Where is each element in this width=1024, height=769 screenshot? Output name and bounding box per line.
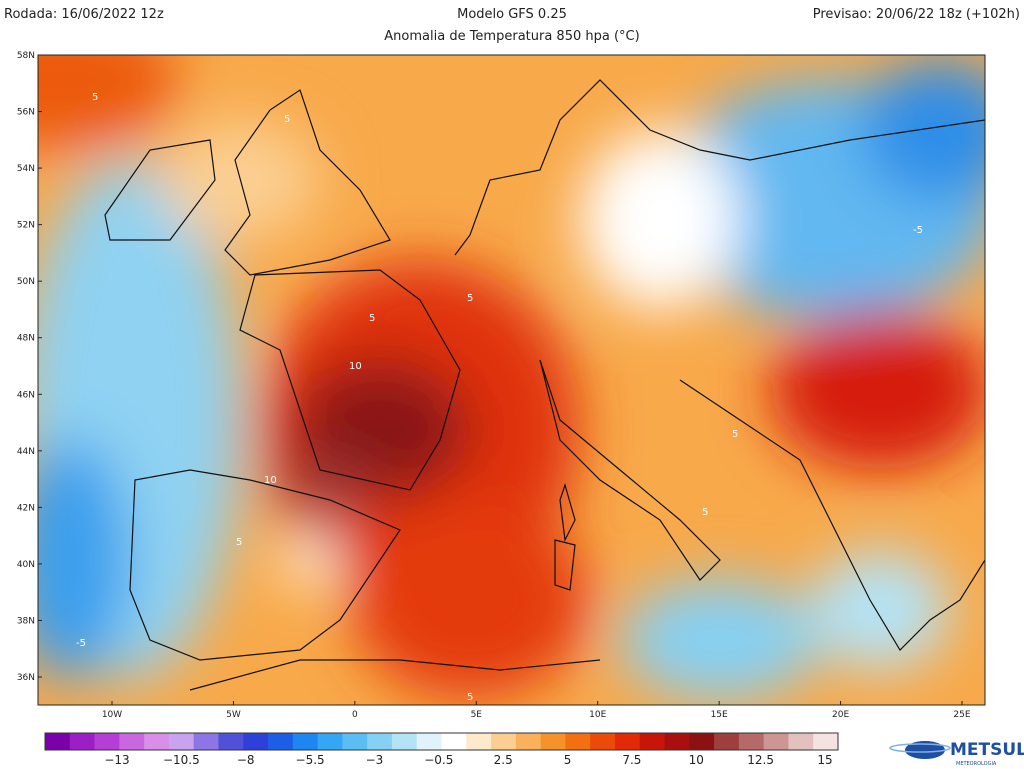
contour-label: -5: [76, 638, 86, 649]
colorbar-swatch: [788, 733, 814, 750]
colorbar-label: 2.5: [494, 753, 513, 767]
colorbar-label: −3: [366, 753, 384, 767]
logo-name: METSUL: [950, 740, 1024, 760]
contour-label: 5: [467, 293, 473, 304]
colorbar-label: 7.5: [622, 753, 641, 767]
lon-label: 15E: [711, 710, 728, 720]
lat-label: 42N: [17, 503, 35, 513]
run-label: Rodada: 16/06/2022 12z: [4, 7, 164, 22]
colorbar-swatch: [268, 733, 294, 750]
lat-label: 52N: [17, 221, 35, 231]
map-frame: [37, 54, 986, 706]
colorbar-swatch: [540, 733, 566, 750]
lon-label: 0: [352, 710, 358, 720]
colorbar-swatch: [416, 733, 442, 750]
contour-label: 5: [467, 692, 473, 703]
colorbar-swatch: [565, 733, 591, 750]
contour-label: -5: [913, 225, 923, 236]
lon-label: 5W: [226, 710, 241, 720]
colorbar-swatch: [119, 733, 145, 750]
colorbar-swatch: [466, 733, 492, 750]
colorbar-swatch: [689, 733, 715, 750]
contour-label: 5: [236, 537, 242, 548]
colorbar-swatch: [292, 733, 318, 750]
colorbar-swatch: [639, 733, 665, 750]
colorbar-swatch: [168, 733, 195, 750]
lat-label: 48N: [17, 334, 35, 344]
lon-label: 20E: [832, 710, 849, 720]
colorbar-label: 10: [689, 753, 704, 767]
lat-label: 54N: [17, 164, 35, 174]
colorbar-label: −5.5: [296, 753, 325, 767]
colorbar-swatch: [441, 733, 467, 750]
lon-label: 5E: [471, 710, 483, 720]
lon-label: 25E: [953, 710, 970, 720]
lat-label: 58N: [17, 51, 35, 61]
colorbar-swatch: [342, 733, 368, 750]
lat-label: 44N: [17, 447, 35, 457]
contour-label: 5: [92, 92, 98, 103]
lon-label: 10E: [589, 710, 606, 720]
colorbar-swatch: [491, 733, 517, 750]
lat-label: 50N: [17, 277, 35, 287]
contour-label: 5: [732, 429, 738, 440]
contour-label: 5: [369, 313, 375, 324]
colorbar-swatch: [738, 733, 765, 750]
colorbar-swatch: [664, 733, 690, 750]
colorbar-frame: [44, 732, 839, 751]
colorbar-swatch: [391, 733, 418, 750]
colorbar-swatch: [614, 733, 641, 750]
contour-label: 5: [284, 114, 290, 125]
lat-label: 56N: [17, 108, 35, 118]
lat-label: 46N: [17, 390, 35, 400]
logo-tagline: METEOROLOGIA: [956, 761, 997, 767]
contour-labels: 5 5 -5 5 5 10 10 5 5 5 -5 5: [76, 92, 923, 703]
contour-label: 10: [264, 475, 277, 486]
colorbar-swatch: [813, 733, 839, 750]
colorbar-swatch: [45, 733, 71, 750]
lat-label: 40N: [17, 560, 35, 570]
logo: METSUL METEOROLOGIA: [889, 740, 1024, 767]
colorbar-swatch: [243, 733, 269, 750]
coastlines: [104, 79, 985, 691]
forecast-label: Previsao: 20/06/22 18z (+102h): [813, 7, 1020, 22]
lat-label: 36N: [17, 673, 35, 683]
colorbar-label: −0.5: [424, 753, 453, 767]
colorbar-swatch: [714, 733, 740, 750]
colorbar-swatch: [515, 733, 542, 750]
colorbar-swatch: [94, 733, 120, 750]
subtitle: Anomalia de Temperatura 850 hpa (°C): [384, 29, 639, 44]
colorbar-swatch: [590, 733, 616, 750]
colorbar-swatch: [69, 733, 95, 750]
colorbar-swatch: [144, 733, 170, 750]
anomaly-field: 5 5 -5 5 5 10 10 5 5 5 -5 5: [38, 55, 985, 705]
colorbar-label: −8: [237, 753, 255, 767]
title: Modelo GFS 0.25: [457, 7, 567, 22]
colorbar-swatch: [763, 733, 789, 750]
colorbar-label: 5: [564, 753, 572, 767]
contour-label: 10: [349, 361, 362, 372]
colorbar-swatch: [193, 733, 219, 750]
colorbar-label: −10.5: [163, 753, 200, 767]
contour-label: 5: [702, 507, 708, 518]
lat-label: 38N: [17, 616, 35, 626]
colorbar-label: 12.5: [747, 753, 774, 767]
colorbar-swatch: [317, 733, 343, 750]
colorbar-swatch: [367, 733, 393, 750]
colorbar-label: −13: [104, 753, 129, 767]
lon-label: 10W: [102, 710, 122, 720]
axes: 58N 56N 54N 52N 50N 48N 46N 44N 42N 40N 38N 36N 10W 5…: [17, 51, 971, 720]
colorbar-label: 15: [817, 753, 832, 767]
colorbar: −13 −10.5 −8 −5.5 −3 −0.5 2.5 5 7.5 10 12.5 15: [44, 732, 839, 767]
colorbar-swatch: [218, 733, 244, 750]
